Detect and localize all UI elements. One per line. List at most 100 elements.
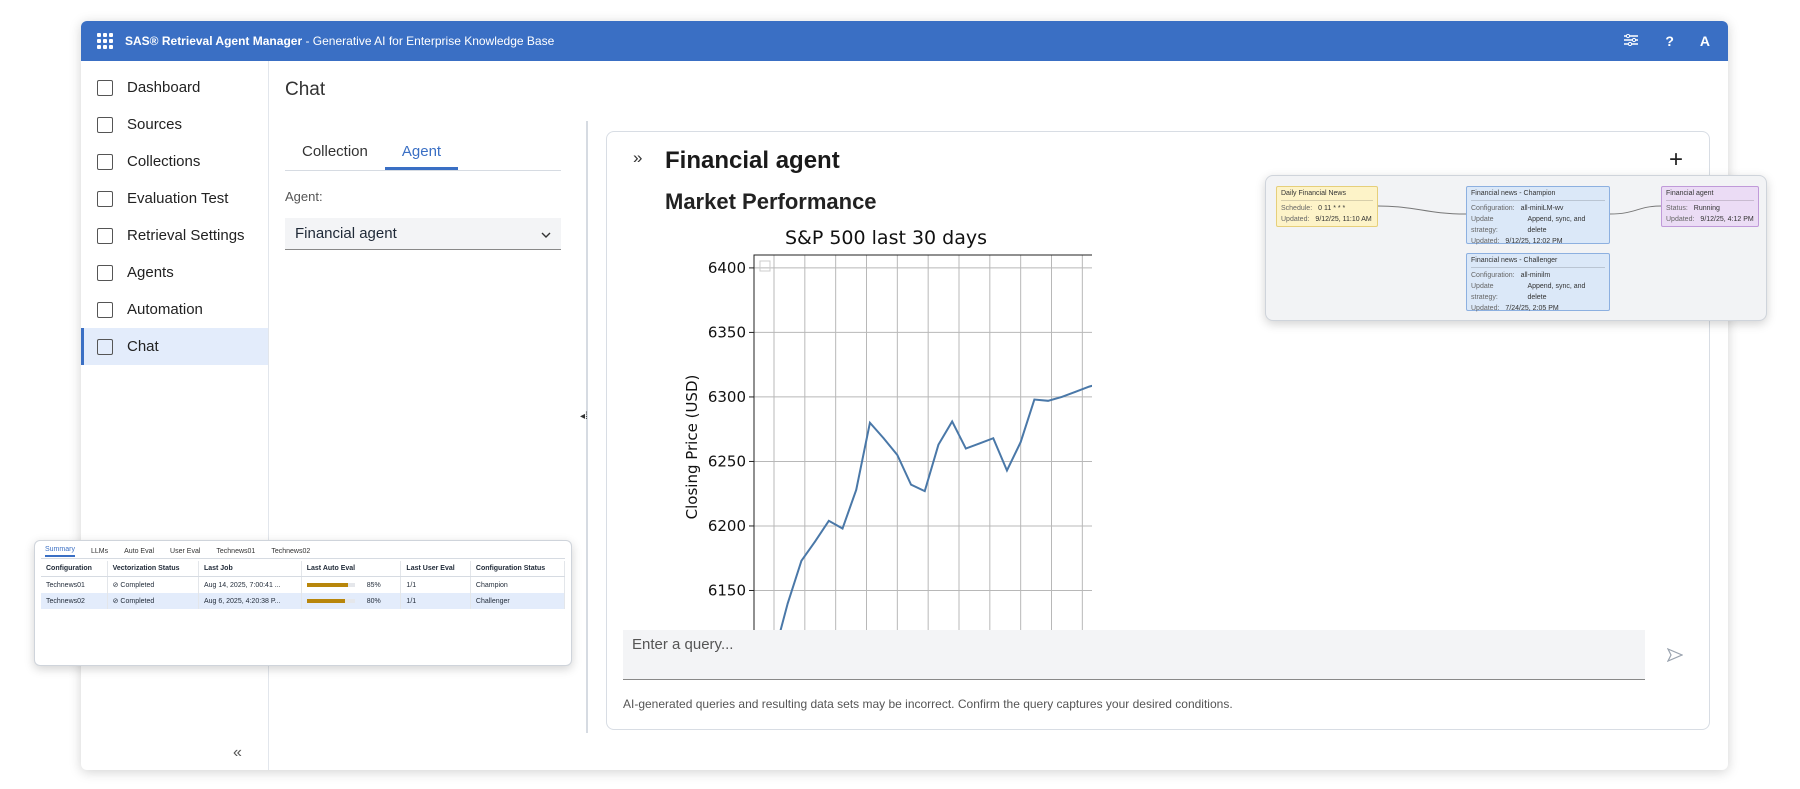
pane-divider[interactable] bbox=[586, 121, 588, 733]
tab-collection[interactable]: Collection bbox=[302, 143, 368, 160]
tab-agent[interactable]: Agent bbox=[384, 135, 459, 170]
evaluation-icon bbox=[97, 190, 113, 207]
flow-node-title: Financial agent bbox=[1666, 190, 1754, 201]
agent-select[interactable]: Financial agent bbox=[285, 218, 561, 250]
vectorization-cell: ⊘ Completed bbox=[107, 576, 199, 593]
sidebar-item-label: Retrieval Settings bbox=[127, 227, 245, 244]
data-point bbox=[965, 447, 967, 450]
query-input[interactable]: Enter a query... bbox=[623, 630, 1645, 680]
sidebar-item-retrieval-settings[interactable]: Retrieval Settings bbox=[81, 217, 268, 254]
summary-table: Configuration Vectorization Status Last … bbox=[41, 561, 566, 609]
tab-llms[interactable]: LLMs bbox=[90, 547, 109, 555]
flow-node-schedule[interactable]: Daily Financial News Schedule: 0 11 * * *… bbox=[1276, 186, 1378, 227]
column-header[interactable]: Last Auto Eval bbox=[301, 561, 402, 577]
y-tick-label: 6200 bbox=[708, 517, 746, 535]
tab-summary[interactable]: Summary bbox=[45, 546, 75, 557]
sidebar-item-sources[interactable]: Sources bbox=[81, 106, 268, 143]
user-eval-cell: 1/1 bbox=[400, 593, 471, 609]
sidebar-item-automation[interactable]: Automation bbox=[81, 291, 268, 328]
app-launcher-icon[interactable] bbox=[97, 33, 113, 49]
sidebar-item-collections[interactable]: Collections bbox=[81, 143, 268, 180]
column-header[interactable]: Last Job bbox=[198, 561, 302, 577]
data-point bbox=[1019, 441, 1022, 443]
user-avatar[interactable]: A bbox=[1699, 33, 1710, 49]
y-tick-label: 6250 bbox=[708, 452, 746, 470]
vectorization-cell: ⊘ Completed bbox=[107, 593, 199, 609]
sidebar-item-evaluation-test[interactable]: Evaluation Test bbox=[81, 180, 268, 217]
auto-eval-fill bbox=[306, 598, 346, 603]
add-icon[interactable]: + bbox=[1668, 146, 1683, 173]
flow-node-challenger[interactable]: Financial news - Challenger Configuratio… bbox=[1466, 253, 1610, 312]
expand-icon[interactable]: » bbox=[633, 148, 643, 167]
sidebar-item-agents[interactable]: Agents bbox=[81, 254, 268, 291]
chart-title: S&P 500 last 30 days bbox=[785, 227, 987, 249]
page-title: Chat bbox=[285, 79, 326, 100]
auto-eval-bar bbox=[306, 598, 355, 603]
tab-technews01[interactable]: Technews01 bbox=[216, 547, 256, 555]
legend-swatch bbox=[759, 260, 771, 272]
config-cell: Technews02 bbox=[41, 593, 108, 609]
flow-field-label: Configuration: bbox=[1471, 205, 1515, 212]
preferences-icon[interactable] bbox=[1623, 33, 1639, 49]
column-header[interactable]: Last User Eval bbox=[400, 561, 471, 577]
sidebar-item-label: Sources bbox=[127, 116, 183, 133]
sidebar-item-dashboard[interactable]: Dashboard bbox=[81, 69, 268, 106]
flow-node-title: Financial news - Challenger bbox=[1471, 257, 1605, 268]
flow-field-value: all-minilm bbox=[1520, 272, 1551, 279]
flow-field-label: Configuration: bbox=[1471, 272, 1515, 279]
help-icon[interactable]: ? bbox=[1665, 33, 1674, 49]
flow-field-value: 9/12/25, 4:12 PM bbox=[1700, 216, 1754, 223]
flow-field-value: Running bbox=[1693, 205, 1720, 212]
auto-eval-label: 80% bbox=[366, 597, 381, 605]
status-text: Completed bbox=[120, 582, 155, 589]
table-row[interactable]: Technews01 ⊘ Completed Aug 14, 2025, 7:0… bbox=[41, 576, 566, 593]
flow-field-value: 9/12/25, 12:02 PM bbox=[1505, 238, 1563, 245]
dashboard-icon bbox=[97, 79, 113, 96]
last-job-cell: Aug 6, 2025, 4:20:38 P... bbox=[198, 593, 302, 609]
sidebar-item-chat[interactable]: Chat bbox=[81, 328, 268, 365]
agent-title: Financial agent bbox=[665, 147, 840, 174]
auto-eval-cell: 85% bbox=[301, 576, 402, 593]
tab-auto-eval[interactable]: Auto Eval bbox=[124, 547, 155, 555]
chat-icon bbox=[97, 338, 113, 355]
data-point bbox=[882, 437, 885, 440]
ai-disclaimer: AI-generated queries and resulting data … bbox=[623, 697, 1233, 711]
y-tick-label: 6300 bbox=[708, 388, 746, 406]
flow-field-label: Update strategy: bbox=[1471, 283, 1498, 301]
config-cell: Technews01 bbox=[41, 576, 108, 593]
sidebar-item-label: Evaluation Test bbox=[127, 190, 229, 207]
user-eval-cell: 1/1 bbox=[400, 576, 471, 593]
flow-connectors bbox=[1377, 205, 1662, 215]
flow-field-label: Updated: bbox=[1281, 216, 1310, 223]
line-chart: S&P 500 last 30 days Closing Price (USD)… bbox=[683, 227, 1092, 630]
column-header[interactable]: Vectorization Status bbox=[107, 561, 199, 577]
column-header[interactable]: Configuration bbox=[41, 561, 108, 577]
flow-node-agent[interactable]: Financial agent Status: Running Updated: 9… bbox=[1661, 186, 1759, 227]
column-header[interactable]: Configuration Status bbox=[470, 561, 566, 577]
resize-handle-icon[interactable]: ◂⁞ bbox=[580, 411, 588, 422]
collapse-sidebar-icon[interactable]: « bbox=[233, 744, 242, 761]
auto-eval-fill bbox=[306, 582, 348, 587]
settings-icon bbox=[97, 227, 113, 244]
data-point bbox=[910, 483, 912, 486]
flow-field-label: Updated: bbox=[1666, 216, 1695, 223]
status-text: Completed bbox=[120, 598, 155, 605]
send-icon[interactable] bbox=[1666, 647, 1684, 665]
flow-node-title: Daily Financial News bbox=[1281, 190, 1373, 201]
tab-technews02[interactable]: Technews02 bbox=[271, 547, 311, 555]
data-point bbox=[869, 421, 871, 424]
table-row[interactable]: Technews02 ⊘ Completed Aug 6, 2025, 4:20… bbox=[41, 593, 566, 609]
agent-flow-diagram: Daily Financial News Schedule: 0 11 * * *… bbox=[1265, 175, 1767, 321]
sidebar-item-label: Automation bbox=[127, 301, 203, 318]
data-point bbox=[1060, 396, 1063, 398]
data-point bbox=[923, 490, 926, 492]
tab-user-eval[interactable]: User Eval bbox=[170, 547, 201, 555]
automation-icon bbox=[97, 301, 113, 318]
config-tabs: Collection Agent bbox=[285, 135, 561, 171]
summary-tabs: Summary LLMs Auto Eval User Eval Technew… bbox=[41, 544, 565, 559]
flow-field-value: Append, sync, and delete bbox=[1527, 283, 1586, 301]
evaluation-summary-panel: Summary LLMs Auto Eval User Eval Technew… bbox=[34, 540, 572, 666]
flow-field-label: Updated: bbox=[1471, 305, 1500, 312]
flow-node-champion[interactable]: Financial news - Champion Configuration:… bbox=[1466, 186, 1610, 245]
flow-field-value: all-miniLM-wv bbox=[1520, 205, 1564, 212]
